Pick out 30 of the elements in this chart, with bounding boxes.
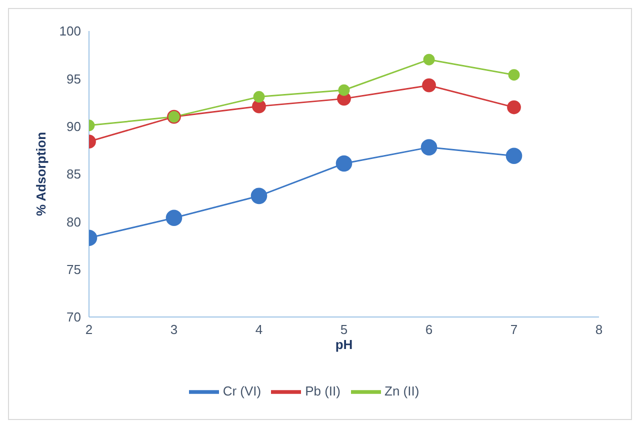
point (508, 69, 520, 81)
point (166, 210, 182, 226)
y-axis-title: % Adsorption (34, 132, 49, 216)
y-tick-label: 80 (66, 214, 81, 230)
point (506, 148, 522, 164)
x-tick-label: 7 (510, 322, 518, 338)
y-tick-label: 70 (66, 310, 81, 325)
x-tick-label: 6 (425, 322, 433, 338)
y-tick-label: 75 (66, 262, 81, 277)
y-tick-label: 95 (66, 71, 81, 86)
y-tick-label: 90 (66, 118, 81, 134)
x-tick-label: 4 (255, 322, 263, 338)
legend-label: Pb (II) (305, 383, 340, 398)
point (338, 84, 350, 96)
legend-label: Zn (II) (384, 383, 420, 398)
point (507, 100, 521, 114)
y-tick-label: 100 (59, 24, 81, 39)
point (423, 54, 435, 66)
point (336, 155, 352, 172)
x-tick-label: 5 (340, 322, 348, 338)
x-axis-title: pH (335, 337, 353, 352)
point (420, 139, 438, 156)
point (250, 188, 268, 204)
y-tick-label: 85 (66, 166, 81, 182)
legend-label: Cr (VI) (222, 383, 262, 398)
point (422, 78, 436, 92)
x-tick-label: 3 (170, 322, 178, 338)
x-tick-label: 8 (595, 322, 603, 338)
x-tick-label: 2 (85, 322, 93, 338)
point (253, 91, 265, 103)
